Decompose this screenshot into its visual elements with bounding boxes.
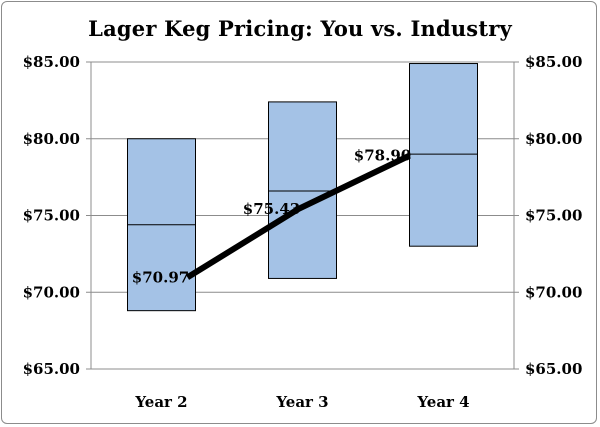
- y-tick-label-left: $80.00: [23, 130, 80, 148]
- y-tick-label-right: $65.00: [525, 360, 582, 378]
- y-tick-label-left: $75.00: [23, 207, 80, 225]
- x-tick-label: Year 4: [416, 393, 469, 411]
- x-tick-label: Year 2: [134, 393, 187, 411]
- y-tick-label-right: $80.00: [525, 130, 582, 148]
- data-label: $70.97: [132, 268, 189, 286]
- y-tick-label-right: $75.00: [525, 207, 582, 225]
- axes: $65.00 $65.00 $70.00 $70.00 $75.00 $75.00 $80.…: [23, 53, 583, 411]
- y-tick-label-right: $70.00: [525, 283, 582, 301]
- price-line-path: [185, 152, 411, 280]
- y-tick-label-left: $65.00: [23, 360, 80, 378]
- chart-title: Lager Keg Pricing: You vs. Industry: [88, 16, 512, 41]
- range-boxes: [127, 63, 478, 312]
- price-line: [185, 152, 411, 280]
- y-tick-label-right: $85.00: [525, 53, 582, 71]
- y-tick-label-left: $70.00: [23, 283, 80, 301]
- y-tick-label-left: $85.00: [23, 53, 80, 71]
- data-label: $78.90: [354, 147, 411, 165]
- range-box: [268, 101, 337, 279]
- range-box: [409, 63, 478, 247]
- data-labels: $70.97 $75.43 $78.90: [132, 147, 411, 287]
- data-label: $75.43: [243, 200, 300, 218]
- x-tick-label: Year 3: [275, 393, 328, 411]
